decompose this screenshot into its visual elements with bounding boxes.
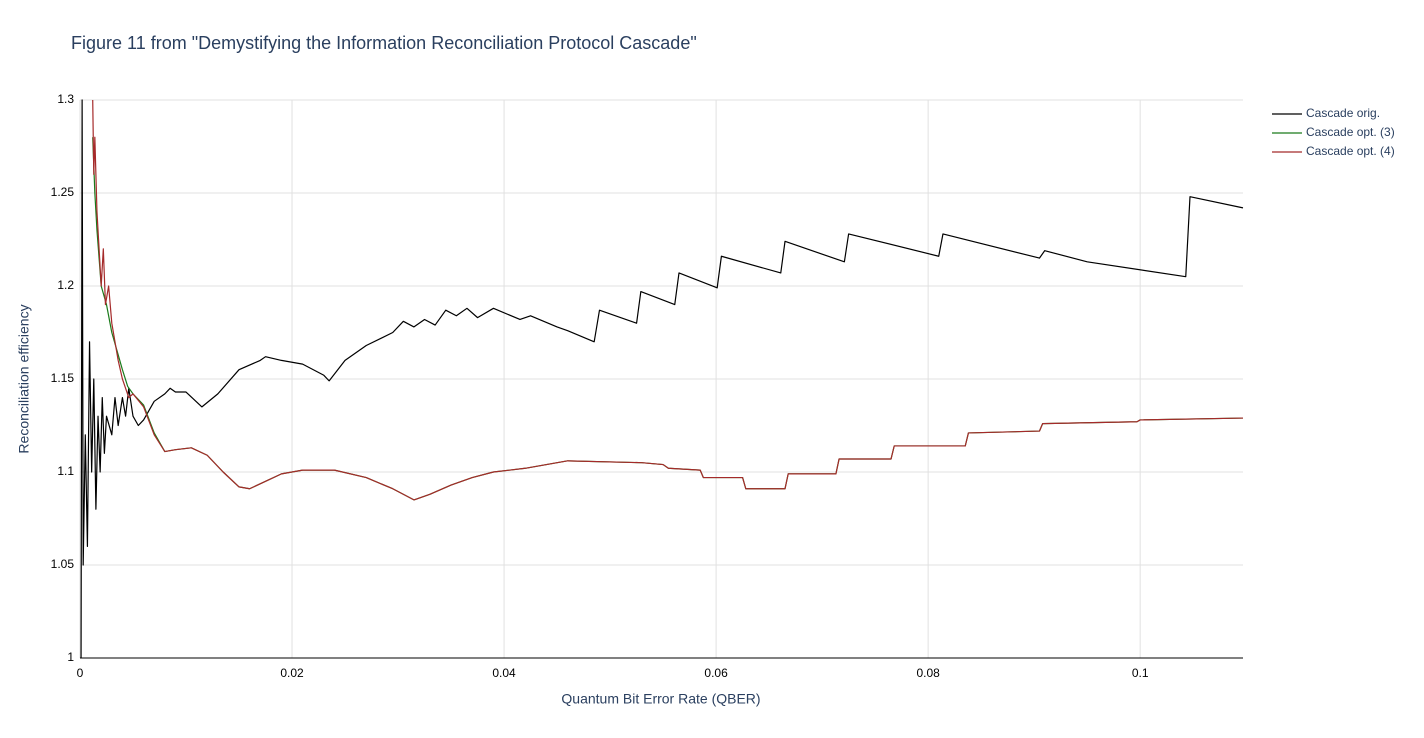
x-tick-label: 0 <box>77 666 84 680</box>
x-axis-title: Quantum Bit Error Rate (QBER) <box>561 691 760 707</box>
y-tick-label: 1.25 <box>51 185 75 199</box>
x-tick-label: 0.1 <box>1132 666 1149 680</box>
chart-title: Figure 11 from "Demystifying the Informa… <box>71 33 697 53</box>
x-tick-label: 0.06 <box>704 666 728 680</box>
legend-label[interactable]: Cascade orig. <box>1306 106 1380 120</box>
x-tick-label: 0.02 <box>280 666 304 680</box>
legend-label[interactable]: Cascade opt. (4) <box>1306 144 1395 158</box>
y-tick-label: 1.1 <box>57 464 74 478</box>
y-axis-title: Reconciliation efficiency <box>16 304 32 453</box>
y-tick-label: 1 <box>67 650 74 664</box>
x-tick-label: 0.04 <box>492 666 516 680</box>
x-tick-label: 0.08 <box>916 666 940 680</box>
y-tick-label: 1.15 <box>51 371 75 385</box>
series-line <box>92 137 1244 501</box>
y-tick-label: 1.05 <box>51 557 75 571</box>
y-tick-label: 1.3 <box>57 92 74 106</box>
legend-label[interactable]: Cascade opt. (3) <box>1306 125 1395 139</box>
series-line <box>80 99 1244 659</box>
series-line <box>92 99 1244 501</box>
y-tick-label: 1.2 <box>57 278 74 292</box>
